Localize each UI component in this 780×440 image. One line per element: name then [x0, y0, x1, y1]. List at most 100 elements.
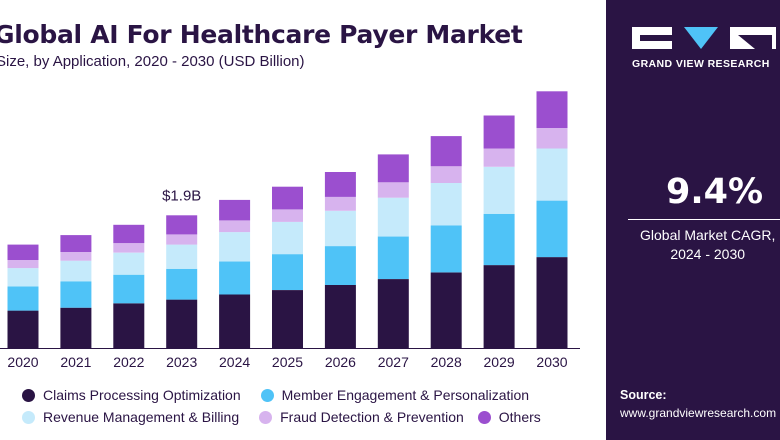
- bar-segment: [324, 246, 356, 285]
- chart-title: Global AI For Healthcare Payer Market: [0, 20, 523, 49]
- bar-segment: [113, 303, 145, 348]
- bar-segment: [483, 166, 515, 214]
- brand-name: GRAND VIEW RESEARCH: [632, 58, 770, 70]
- chart-legend: Claims Processing Optimization Member En…: [22, 384, 602, 428]
- bar-segment: [536, 200, 568, 258]
- bar-segment: [272, 186, 303, 210]
- bar-segment: [60, 307, 92, 348]
- bar-segment: [483, 148, 515, 167]
- bar-segment: [377, 236, 409, 279]
- bar-segment: [324, 172, 356, 197]
- bar-segment: [166, 234, 198, 245]
- x-tick-label: 2029: [484, 354, 515, 370]
- bar-segment: [536, 128, 568, 149]
- bar-segment: [219, 199, 251, 221]
- x-tick-label: 2028: [431, 354, 462, 370]
- bar-segment: [166, 244, 198, 269]
- bar-segment: [483, 213, 515, 266]
- bar-segment: [324, 196, 356, 211]
- x-tick-label: 2023: [166, 354, 197, 370]
- legend-swatch: [477, 410, 491, 424]
- sidebar-panel: GRAND VIEW RESEARCH 9.4% Global Market C…: [606, 0, 780, 440]
- stacked-bar-chart: 2020 2021 2022 $1.9B 2023 2024 2025 2026 2027 202…: [0, 91, 580, 370]
- bar-segment: [536, 257, 568, 348]
- legend-swatch: [22, 388, 35, 402]
- legend-item-claims-processing: Claims Processing Optimization: [22, 387, 241, 403]
- bar-segment: [377, 154, 409, 183]
- bar-segment: [219, 220, 251, 233]
- bar-segment: [430, 183, 462, 226]
- bar-segment: [536, 91, 568, 128]
- bar-segment: [7, 268, 39, 287]
- bar-segment: [219, 294, 251, 348]
- bar-segment: [60, 251, 92, 261]
- legend-item-member-engagement: Member Engagement & Personalization: [260, 387, 530, 403]
- bar-segment: [113, 274, 145, 304]
- chart-subtitle: Size, by Application, 2020 - 2030 (USD B…: [0, 53, 305, 70]
- legend-label: Others: [498, 409, 541, 425]
- bar-segment: [377, 197, 409, 237]
- divider: [628, 219, 780, 220]
- x-tick-label: 2022: [113, 354, 144, 370]
- x-tick-label: 2020: [7, 354, 38, 370]
- bar-segment: [430, 272, 462, 348]
- bar-segment: [219, 232, 251, 262]
- grand-view-research-logo: [632, 27, 776, 49]
- bar-segment: [166, 215, 198, 235]
- x-tick-label: 2021: [60, 354, 91, 370]
- bar-segment: [483, 115, 515, 149]
- data-label: $1.9B: [162, 187, 201, 204]
- bar-segment: [166, 299, 198, 348]
- legend-row: Revenue Management & Billing Fraud Detec…: [22, 406, 602, 428]
- bar-segment: [113, 243, 145, 253]
- legend-item-others: Others: [477, 409, 541, 425]
- bar-segment: [60, 235, 92, 252]
- legend-row: Claims Processing Optimization Member En…: [22, 384, 602, 406]
- bar-segment: [272, 290, 303, 348]
- bar-segment: [430, 166, 462, 183]
- legend-swatch: [259, 410, 273, 424]
- bar-segment: [272, 209, 303, 222]
- bar-segment: [7, 260, 39, 269]
- x-tick-label: 2030: [536, 354, 567, 370]
- bar-segment: [7, 286, 39, 311]
- bar-segment: [483, 265, 515, 348]
- legend-item-revenue-management: Revenue Management & Billing: [22, 409, 239, 425]
- bar-segment: [60, 260, 92, 282]
- source-url[interactable]: www.grandviewresearch.com: [620, 406, 777, 420]
- legend-swatch: [260, 388, 274, 402]
- cagr-label-line1: Global Market CAGR,: [640, 227, 776, 243]
- legend-swatch: [22, 410, 35, 424]
- chart-panel: Global AI For Healthcare Payer Market Si…: [0, 20, 602, 428]
- bar-segment: [430, 225, 462, 273]
- bar-segment: [166, 268, 198, 300]
- source-label: Source:: [620, 388, 667, 402]
- x-tick-label: 2026: [325, 354, 356, 370]
- cagr-label-line2: 2024 - 2030: [670, 246, 746, 262]
- cagr-value: 9.4%: [666, 172, 764, 212]
- legend-label: Claims Processing Optimization: [43, 387, 241, 403]
- bar-segment: [324, 210, 356, 247]
- bar-segment: [324, 284, 356, 348]
- bar-segment: [430, 136, 462, 167]
- x-tick-label: 2025: [272, 354, 303, 370]
- bar-segment: [536, 148, 568, 201]
- x-tick-label: 2024: [219, 354, 250, 370]
- bar-segment: [272, 221, 303, 255]
- bar-segment: [7, 310, 39, 348]
- bar-segment: [272, 254, 303, 290]
- bar-segment: [219, 261, 251, 295]
- x-tick-label: 2027: [378, 354, 409, 370]
- bar-segment: [377, 279, 409, 348]
- bar-segment: [60, 281, 92, 308]
- legend-item-fraud-detection: Fraud Detection & Prevention: [259, 409, 464, 425]
- legend-label: Revenue Management & Billing: [43, 409, 240, 425]
- legend-label: Fraud Detection & Prevention: [280, 409, 464, 425]
- bar-segment: [113, 252, 145, 275]
- bar-segment: [113, 224, 145, 244]
- bar-segment: [377, 182, 409, 198]
- bar-segment: [7, 244, 39, 260]
- cagr-label: Global Market CAGR, 2024 - 2030: [640, 226, 775, 264]
- legend-label: Member Engagement & Personalization: [281, 387, 530, 403]
